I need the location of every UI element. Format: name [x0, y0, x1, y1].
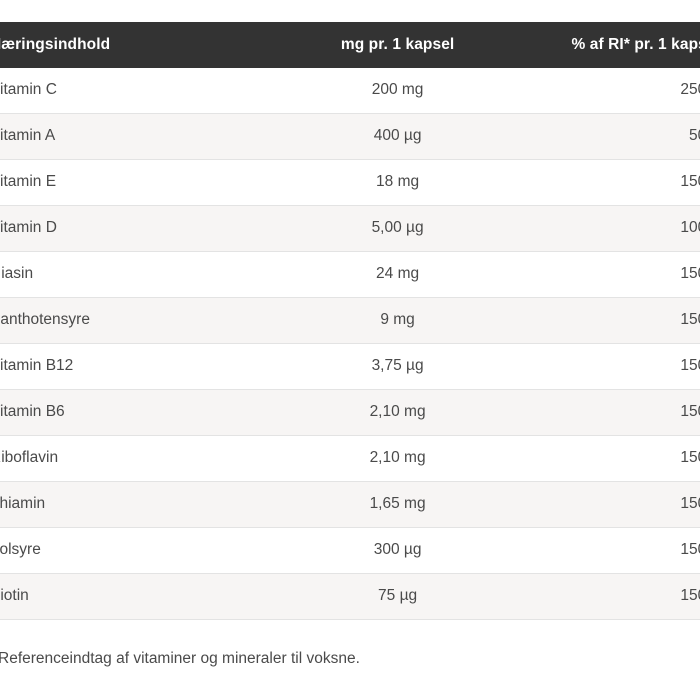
- table-footnote: *Referenceindtag af vitaminer og mineral…: [0, 650, 360, 667]
- table-body: Vitamin C 200 mg 250% Vitamin A 400 µg 5…: [0, 68, 700, 620]
- cell-amount: 18 mg: [279, 159, 516, 206]
- cell-amount: 9 mg: [279, 297, 516, 344]
- cell-ri: 150%: [515, 251, 700, 298]
- column-header-amount: mg pr. 1 kapsel: [340, 35, 455, 53]
- cell-amount: 5,00 µg: [279, 205, 516, 252]
- cell-ri: 150%: [515, 527, 700, 574]
- cell-nutrient: Thiamin: [0, 481, 280, 528]
- cell-amount: 2,10 mg: [279, 389, 516, 436]
- cell-ri: 150%: [515, 389, 700, 436]
- table-row: Vitamin E 18 mg 150%: [0, 159, 700, 206]
- cell-nutrient: Vitamin E: [0, 159, 280, 206]
- cell-nutrient: Biotin: [0, 573, 280, 620]
- cell-ri: 150%: [515, 481, 700, 528]
- cell-nutrient: Vitamin C: [0, 68, 280, 114]
- cell-amount: 24 mg: [279, 251, 516, 298]
- table-row: Vitamin B12 3,75 µg 150%: [0, 343, 700, 390]
- cell-nutrient: Folsyre: [0, 527, 280, 574]
- table-row: Riboflavin 2,10 mg 150%: [0, 435, 700, 482]
- cell-ri: 150%: [515, 573, 700, 620]
- cell-amount: 75 µg: [279, 573, 516, 620]
- cell-ri: 150%: [515, 435, 700, 482]
- table-header: Næringsindhold mg pr. 1 kapsel % af RI* …: [0, 22, 700, 68]
- cell-ri: 150%: [515, 297, 700, 344]
- column-header-nutrient: Næringsindhold: [0, 35, 111, 53]
- cell-ri: 150%: [515, 159, 700, 206]
- cell-amount: 2,10 mg: [279, 435, 516, 482]
- cell-amount: 1,65 mg: [279, 481, 516, 528]
- cell-ri: 100%: [515, 205, 700, 252]
- table-row: Vitamin D 5,00 µg 100%: [0, 205, 700, 252]
- table-row: Vitamin A 400 µg 50%: [0, 113, 700, 160]
- cell-amount: 200 mg: [279, 68, 516, 114]
- cell-ri: 50%: [515, 113, 700, 160]
- column-header-ri: % af RI* pr. 1 kapsel: [571, 35, 700, 53]
- table-header-row: Næringsindhold mg pr. 1 kapsel % af RI* …: [0, 22, 700, 68]
- cell-nutrient: Vitamin B12: [0, 343, 280, 390]
- nutrition-facts-table: Næringsindhold mg pr. 1 kapsel % af RI* …: [0, 22, 700, 620]
- table-row: Vitamin B6 2,10 mg 150%: [0, 389, 700, 436]
- cell-ri: 150%: [515, 343, 700, 390]
- table-row: Panthotensyre 9 mg 150%: [0, 297, 700, 344]
- cell-ri: 250%: [515, 68, 700, 114]
- table-row: Thiamin 1,65 mg 150%: [0, 481, 700, 528]
- cell-amount: 3,75 µg: [279, 343, 516, 390]
- cell-nutrient: Vitamin B6: [0, 389, 280, 436]
- cell-nutrient: Vitamin D: [0, 205, 280, 252]
- table-row: Biotin 75 µg 150%: [0, 573, 700, 620]
- table-row: Vitamin C 200 mg 250%: [0, 68, 700, 114]
- cell-nutrient: Panthotensyre: [0, 297, 280, 344]
- cell-amount: 300 µg: [279, 527, 516, 574]
- cell-nutrient: Vitamin A: [0, 113, 280, 160]
- cell-nutrient: Riboflavin: [0, 435, 280, 482]
- cell-amount: 400 µg: [279, 113, 516, 160]
- cell-nutrient: Niasin: [0, 251, 280, 298]
- table-row: Folsyre 300 µg 150%: [0, 527, 700, 574]
- table-row: Niasin 24 mg 150%: [0, 251, 700, 298]
